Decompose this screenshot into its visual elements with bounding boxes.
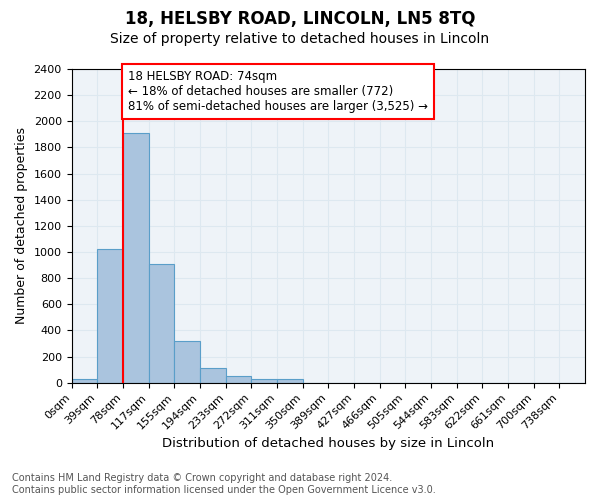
Bar	[149, 264, 174, 382]
Bar	[123, 133, 149, 382]
Bar	[97, 250, 123, 382]
X-axis label: Distribution of detached houses by size in Lincoln: Distribution of detached houses by size …	[162, 437, 494, 450]
Text: Contains HM Land Registry data © Crown copyright and database right 2024.
Contai: Contains HM Land Registry data © Crown c…	[12, 474, 436, 495]
Bar	[226, 376, 251, 382]
Bar	[200, 368, 226, 382]
Bar	[251, 379, 277, 382]
Text: Size of property relative to detached houses in Lincoln: Size of property relative to detached ho…	[110, 32, 490, 46]
Y-axis label: Number of detached properties: Number of detached properties	[15, 128, 28, 324]
Bar	[277, 380, 302, 382]
Text: 18, HELSBY ROAD, LINCOLN, LN5 8TQ: 18, HELSBY ROAD, LINCOLN, LN5 8TQ	[125, 10, 475, 28]
Bar	[71, 380, 97, 382]
Bar	[174, 341, 200, 382]
Text: 18 HELSBY ROAD: 74sqm
← 18% of detached houses are smaller (772)
81% of semi-det: 18 HELSBY ROAD: 74sqm ← 18% of detached …	[128, 70, 428, 114]
